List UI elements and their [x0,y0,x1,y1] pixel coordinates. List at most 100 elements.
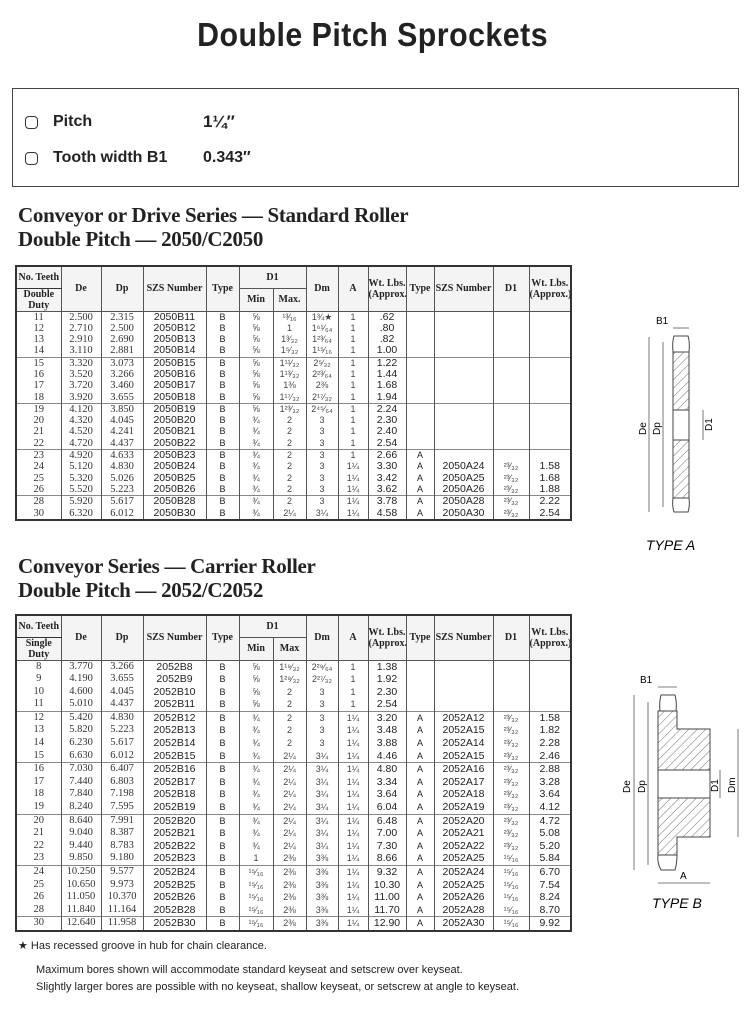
cell-type: B [205,356,239,369]
cell-de: 5.920 [60,495,101,508]
cell-type: B [205,660,239,674]
cell-weight: 11.70 [367,903,407,917]
cell-type-2: A [405,864,435,879]
cell-type-2 [405,334,435,346]
cell-type: B [205,391,239,404]
cell-d1-max: 2 [272,426,307,438]
table-row: 23 9.850 9.180 2052B23 B 1 2⅜ 3⅜ 1¼ 8.66 A 2052A25 ¹… [15,852,572,866]
cell-de: 8.240 [60,801,101,815]
cell-a: 1¼ [337,472,369,484]
cell-szs-number: 2052B26 [142,891,206,904]
table-row: 20 4.320 4.045 2050B20 B ¾ 2 3 1 2.30 [15,415,572,427]
cell-teeth: 21 [15,426,61,438]
cell-d1-2 [492,380,530,392]
cell-a: 1 [337,402,369,416]
table-row: 9 4.190 3.655 2052B9 B ⅝ 1²⁹⁄₃₂ 2²⁷⁄₃₂ 1 1.92 [15,673,572,686]
cell-a: 1¼ [337,724,369,738]
table-row: 11 2.500 2.315 2050B11 B ⅝ ¹³⁄₁₆ 1¾★ 1.62 [15,311,572,323]
cell-type: B [205,426,239,438]
cell-d1-max: 2 [272,685,307,699]
header-duty: Double Duty [15,287,62,312]
cell-d1-min: ¹⁵⁄₁₆ [238,878,273,892]
cell-teeth: 17 [15,380,61,392]
cell-teeth: 14 [15,737,61,750]
section1-heading: Conveyor or Drive Series — Standard Roll… [18,203,409,251]
cell-weight-2 [528,334,572,346]
cell-d1-2: ²³⁄₃₂ [492,839,530,853]
cell-dp: 4.045 [100,415,143,427]
cell-weight: 3.42 [367,472,407,484]
cell-szs-number-2: 2052A22 [433,839,494,853]
header-d1: D1 [238,265,307,289]
table-row: 24 5.120 4.830 2050B24 B ¾ 2 3 1¼ 3.30 A 2050A24 ²³⁄… [15,461,572,473]
cell-dm: 3 [305,495,339,508]
cell-weight-2: 8.24 [528,891,572,904]
cell-weight: 12.90 [367,916,407,931]
cell-d1-min: ⅝ [238,698,273,712]
cell-szs-number: 2052B23 [142,852,206,866]
cell-szs-number-2: 2052A26 [433,891,494,904]
cell-d1-max: 2¼ [272,775,307,789]
cell-dm: 3 [305,710,339,725]
header-d1-max: Max. [272,287,307,312]
cell-szs-number-2 [433,311,494,323]
cell-dp: 10.370 [100,891,143,904]
cell-a: 1¼ [337,788,369,802]
cell-a: 1¼ [337,903,369,917]
cell-dm: 1⁶¹⁄₆₄ [305,322,339,335]
cell-dp: 7.595 [100,801,143,815]
cell-dm: 2⁴⁵⁄₆₄ [305,402,339,416]
cell-weight-2 [528,322,572,335]
cell-szs-number-2 [433,334,494,346]
cell-d1-min: ¾ [238,839,273,853]
cell-d1-max: 1¹¹⁄₃₂ [272,356,307,369]
cell-szs-number: 2050B26 [142,483,206,496]
cell-de: 3.770 [60,660,101,674]
cell-type: B [205,827,239,840]
cell-szs-number: 2050B22 [142,437,206,450]
cell-teeth: 13 [15,334,61,346]
pitch-label: Pitch [53,113,93,130]
cell-weight: 2.40 [367,426,407,438]
cell-teeth: 19 [15,801,61,815]
section1-line2: Double Pitch — 2050/C2050 [18,227,264,251]
cell-type: B [205,334,239,346]
cell-de: 7.030 [60,762,101,776]
cell-type: B [205,891,239,904]
cell-a: 1¼ [337,916,369,931]
cell-weight: 8.66 [367,852,407,866]
cell-d1-min: ¹⁵⁄₁₆ [238,903,273,917]
cell-dp: 6.012 [100,507,143,520]
de-label: De [622,780,633,793]
header-d1-min: Min [238,287,274,312]
cell-dp: 4.633 [100,449,143,462]
cell-d1-2 [492,356,530,369]
cell-type: B [205,839,239,853]
cell-szs-number-2: 2052A12 [433,710,494,725]
header-type-2: Type [405,614,435,661]
cell-d1-2 [492,685,530,699]
cell-d1-min: ⅝ [238,673,273,686]
cell-de: 2.710 [60,322,101,335]
cell-szs-number: 2050B25 [142,472,206,484]
cell-type-2 [405,391,435,404]
cell-weight-2: 1.58 [528,710,572,725]
cell-teeth: 11 [15,698,61,712]
type-b-diagram: B1 De Dp D1 Dm A TYPE B [622,675,739,911]
cell-d1-2 [492,391,530,404]
cell-a: 1¼ [337,507,369,520]
cell-dp: 5.026 [100,472,143,484]
cell-d1-min: ⅝ [238,322,273,335]
cell-weight-2: 1.68 [528,472,572,484]
cell-d1-max: 1¹⁹⁄₃₂ [272,660,307,674]
cell-de: 10.650 [60,878,101,892]
cell-d1-2 [492,368,530,381]
cell-dp: 4.045 [100,685,143,699]
cell-weight: 2.30 [367,685,407,699]
cell-weight-2: 2.88 [528,762,572,776]
cell-de: 6.230 [60,737,101,750]
cell-weight-2: 6.70 [528,864,572,879]
cell-de: 4.920 [60,449,101,462]
cell-weight-2 [528,356,572,369]
cell-weight-2: 5.20 [528,839,572,853]
